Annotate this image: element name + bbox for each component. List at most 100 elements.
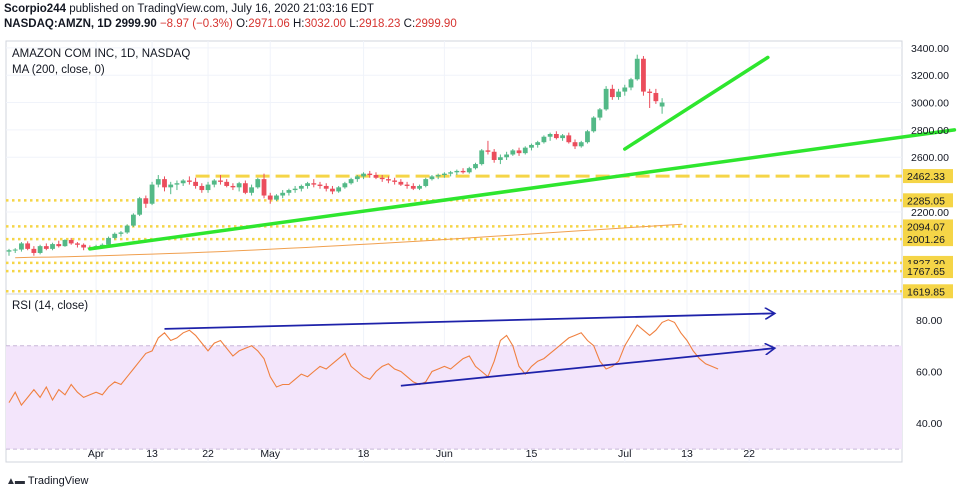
candle-up bbox=[298, 184, 304, 192]
candle-up bbox=[541, 135, 547, 144]
candle-up bbox=[50, 242, 55, 251]
candle-body bbox=[211, 180, 217, 185]
candle-body bbox=[348, 179, 354, 184]
candle-down bbox=[386, 176, 391, 184]
candle-down bbox=[186, 176, 192, 185]
candle-body bbox=[149, 184, 155, 204]
horizontal-levels bbox=[6, 174, 902, 293]
open-label: O: bbox=[236, 18, 249, 30]
ma200-line bbox=[15, 223, 683, 259]
candle-down bbox=[367, 170, 373, 178]
candle-up bbox=[354, 175, 360, 182]
rsi-tick-label: 40.00 bbox=[916, 418, 942, 430]
candle-up bbox=[249, 184, 254, 196]
low-label: L: bbox=[349, 18, 359, 30]
candle-body bbox=[180, 180, 186, 184]
candle-down bbox=[56, 240, 62, 248]
candle-up bbox=[12, 248, 18, 253]
candle-body bbox=[75, 243, 80, 245]
candle-body bbox=[274, 195, 279, 200]
ma-indicator-label: MA (200, close, 0) bbox=[12, 64, 105, 76]
candle-body bbox=[379, 177, 385, 180]
candle-body bbox=[224, 181, 230, 186]
candle-body bbox=[68, 239, 74, 244]
candles bbox=[6, 54, 665, 256]
candle-body bbox=[292, 188, 298, 191]
time-tick-label: 13 bbox=[681, 448, 693, 460]
rsi-trendlines[interactable] bbox=[164, 313, 774, 387]
candle-body bbox=[392, 180, 398, 182]
price-label-text: 1767.65 bbox=[907, 266, 945, 278]
candle-body bbox=[485, 150, 491, 152]
candle-body bbox=[298, 185, 304, 189]
candle-body bbox=[473, 164, 478, 169]
support-steep-trendline bbox=[623, 55, 770, 151]
price-axis[interactable]: 3400.00 3200.00 3000.00 2800.00 2600.00 2200.… bbox=[903, 43, 953, 299]
support-long-trendline bbox=[88, 128, 957, 251]
candle-down bbox=[75, 242, 80, 248]
candle-body bbox=[199, 185, 205, 191]
candle-down bbox=[404, 181, 410, 189]
candle-up bbox=[497, 154, 503, 165]
candle-up bbox=[149, 181, 155, 206]
candle-down bbox=[143, 195, 149, 208]
candle-body bbox=[417, 185, 422, 189]
candle-up bbox=[6, 248, 12, 256]
price-trendlines[interactable] bbox=[88, 55, 957, 251]
footer-brand[interactable]: TradingView bbox=[27, 475, 89, 487]
candle-body bbox=[342, 183, 348, 188]
candle-body bbox=[566, 135, 572, 143]
close-label: C: bbox=[403, 18, 416, 30]
time-tick-label: 18 bbox=[358, 448, 370, 460]
candle-down bbox=[572, 139, 578, 150]
candle-up bbox=[535, 140, 541, 148]
candle-body bbox=[12, 249, 18, 251]
price-change: −8.97 (−0.3%) bbox=[159, 18, 233, 30]
candle-body bbox=[609, 88, 615, 98]
time-tick-label: 22 bbox=[743, 448, 755, 460]
candle-up bbox=[348, 177, 354, 185]
candle-up bbox=[510, 149, 516, 156]
candle-up bbox=[19, 242, 24, 252]
time-tick-label: 22 bbox=[202, 448, 214, 460]
candle-body bbox=[522, 147, 528, 154]
rsi-axis[interactable]: 80.00 60.00 40.00 bbox=[916, 315, 942, 430]
time-tick-label: Jul bbox=[618, 448, 631, 460]
candle-body bbox=[81, 244, 87, 248]
candle-up bbox=[522, 146, 528, 155]
candle-body bbox=[641, 58, 646, 92]
candle-body bbox=[230, 185, 236, 188]
candle-down bbox=[261, 173, 267, 199]
symbol-line: NASDAQ:AMZN, 1D 2999.90 −8.97 (−0.3%) O:… bbox=[4, 18, 457, 30]
published-text: published on TradingView.com, July 16, 2… bbox=[69, 3, 374, 15]
candle-body bbox=[267, 195, 273, 200]
time-tick-label: 15 bbox=[526, 448, 538, 460]
candle-body bbox=[578, 142, 584, 147]
candle-body bbox=[553, 133, 559, 139]
candle-down bbox=[566, 132, 572, 144]
candle-body bbox=[249, 187, 254, 193]
candle-down bbox=[485, 140, 491, 155]
candle-body bbox=[398, 181, 404, 185]
time-axis[interactable]: Apr 13 22 May 18 Jun 15 Jul 13 22 bbox=[88, 448, 755, 460]
candle-body bbox=[255, 179, 261, 188]
candle-body bbox=[510, 150, 516, 155]
price-label-text: 2285.05 bbox=[907, 195, 945, 207]
candle-up bbox=[578, 140, 584, 148]
candle-body bbox=[491, 151, 497, 160]
candle-body bbox=[143, 198, 149, 204]
candle-body bbox=[336, 187, 342, 192]
candle-down bbox=[31, 246, 37, 256]
candle-body bbox=[541, 136, 547, 143]
price-label-box bbox=[903, 219, 953, 234]
price-label-text: 1619.85 bbox=[907, 286, 945, 298]
candle-down bbox=[267, 192, 273, 204]
candle-down bbox=[224, 179, 230, 188]
candle-down bbox=[609, 84, 615, 100]
candle-body bbox=[435, 175, 441, 177]
candle-down bbox=[230, 183, 236, 191]
publisher-name[interactable]: Scorpio244 bbox=[4, 3, 66, 15]
candle-up bbox=[597, 108, 603, 121]
candle-down bbox=[398, 179, 404, 186]
